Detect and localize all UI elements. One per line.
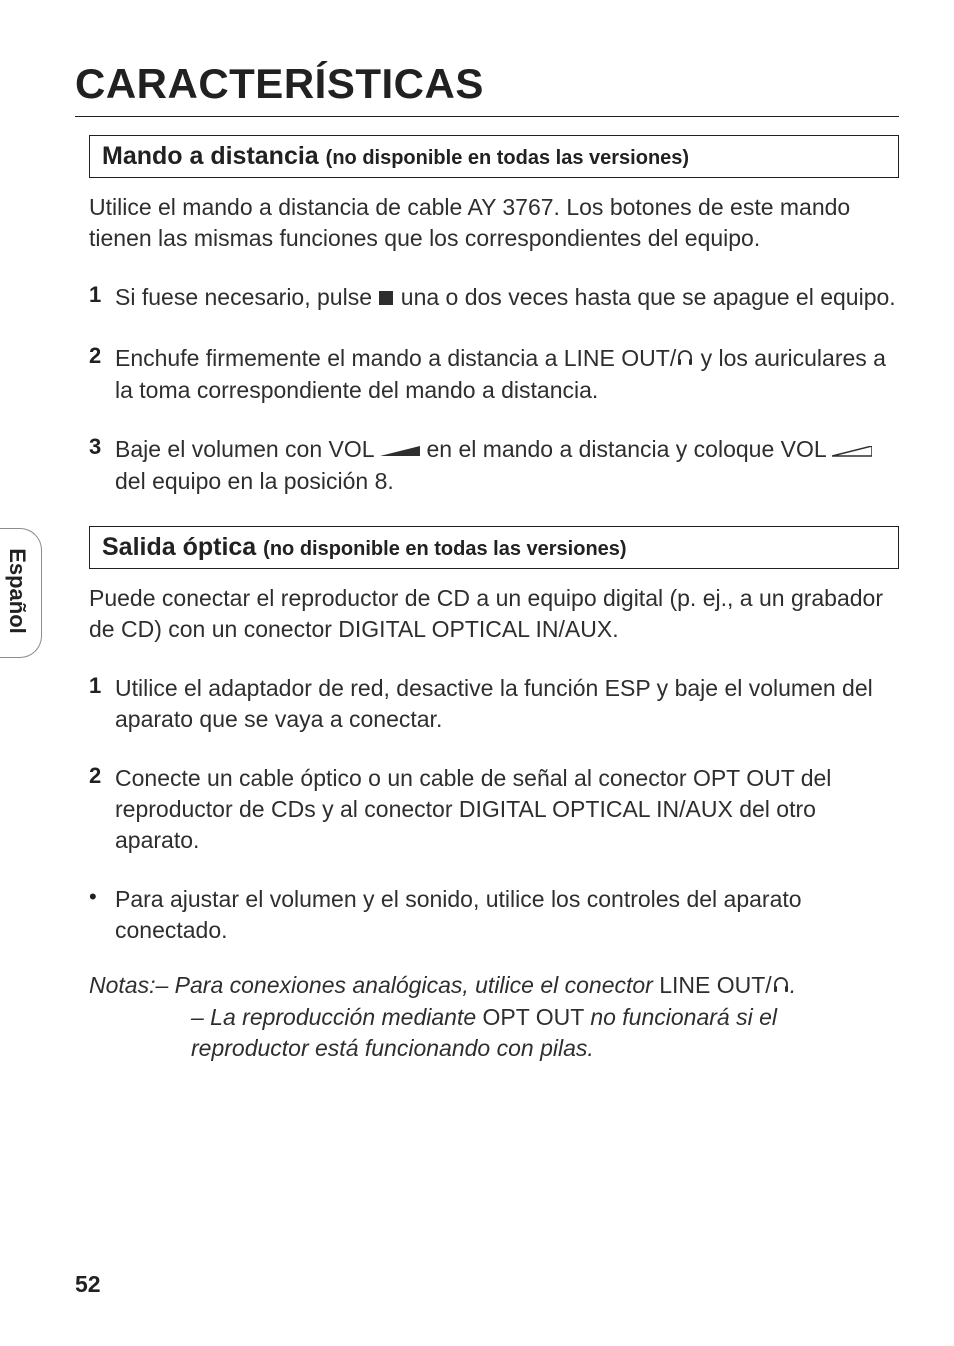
section1-step-3: 3 Baje el volumen con VOL en el mando a … [89, 434, 899, 497]
text: del equipo en la posición 8. [115, 468, 394, 494]
text: una o dos veces hasta que se apague el e… [394, 284, 895, 310]
page-content: CARACTERÍSTICAS Mando a distancia (no di… [0, 0, 954, 1346]
section1-header: Mando a distancia (no disponible en toda… [89, 135, 899, 178]
step-body: Si fuese necesario, pulse una o dos vece… [115, 282, 896, 314]
step-body: Conecte un cable óptico o un cable de se… [115, 763, 899, 856]
stop-icon [378, 283, 394, 314]
step-number: 1 [89, 282, 115, 314]
step-number: 2 [89, 343, 115, 406]
page-title: CARACTERÍSTICAS [75, 60, 899, 108]
section2-notes: Notas: – Para conexiones analógicas, uti… [89, 970, 899, 1065]
headphones-icon [772, 971, 790, 1002]
step-number: 1 [89, 673, 115, 735]
vol-down-icon [380, 435, 420, 466]
bullet-body: Para ajustar el volumen y el sonido, uti… [115, 884, 899, 946]
note-1: – Para conexiones analógicas, utilice el… [155, 970, 796, 1002]
page-number: 52 [75, 1271, 101, 1298]
text: en el mando a distancia y coloque VOL [420, 436, 832, 462]
section1-intro: Utilice el mando a distancia de cable AY… [89, 192, 899, 254]
section1-title: Mando a distancia [102, 142, 326, 170]
text: . [790, 972, 796, 998]
text: – Para conexiones analógicas, utilice el… [155, 972, 659, 998]
text: Enchufe firmemente el mando a distancia … [115, 345, 676, 371]
bullet-marker: • [89, 884, 115, 946]
step-body: Baje el volumen con VOL en el mando a di… [115, 434, 899, 497]
section2-intro: Puede conectar el reproductor de CD a un… [89, 583, 899, 645]
step-number: 2 [89, 763, 115, 856]
step-body: Utilice el adaptador de red, desactive l… [115, 673, 899, 735]
step-number: 3 [89, 434, 115, 497]
section1-step-2: 2 Enchufe firmemente el mando a distanci… [89, 343, 899, 406]
text: – La reproducción mediante [191, 1004, 483, 1030]
section1-note: (no disponible en todas las versiones) [326, 147, 689, 169]
headphones-icon [676, 344, 694, 375]
text: Baje el volumen con VOL [115, 436, 380, 462]
text-upright: LINE OUT/ [659, 972, 771, 998]
text-upright: OPT OUT [483, 1004, 591, 1030]
note-2: – La reproducción mediante OPT OUT no fu… [89, 1002, 899, 1064]
step-body: Enchufe firmemente el mando a distancia … [115, 343, 899, 406]
vol-up-icon [832, 435, 872, 466]
section2-title: Salida óptica [102, 533, 263, 561]
section2-step-1: 1 Utilice el adaptador de red, desactive… [89, 673, 899, 735]
section2-step-2: 2 Conecte un cable óptico o un cable de … [89, 763, 899, 856]
text: Si fuese necesario, pulse [115, 284, 378, 310]
section2-note: (no disponible en todas las versiones) [263, 538, 626, 560]
notes-label: Notas: [89, 970, 155, 1002]
title-rule [75, 116, 899, 117]
section2-bullet: • Para ajustar el volumen y el sonido, u… [89, 884, 899, 946]
section2-header: Salida óptica (no disponible en todas la… [89, 526, 899, 569]
section1-step-1: 1 Si fuese necesario, pulse una o dos ve… [89, 282, 899, 314]
